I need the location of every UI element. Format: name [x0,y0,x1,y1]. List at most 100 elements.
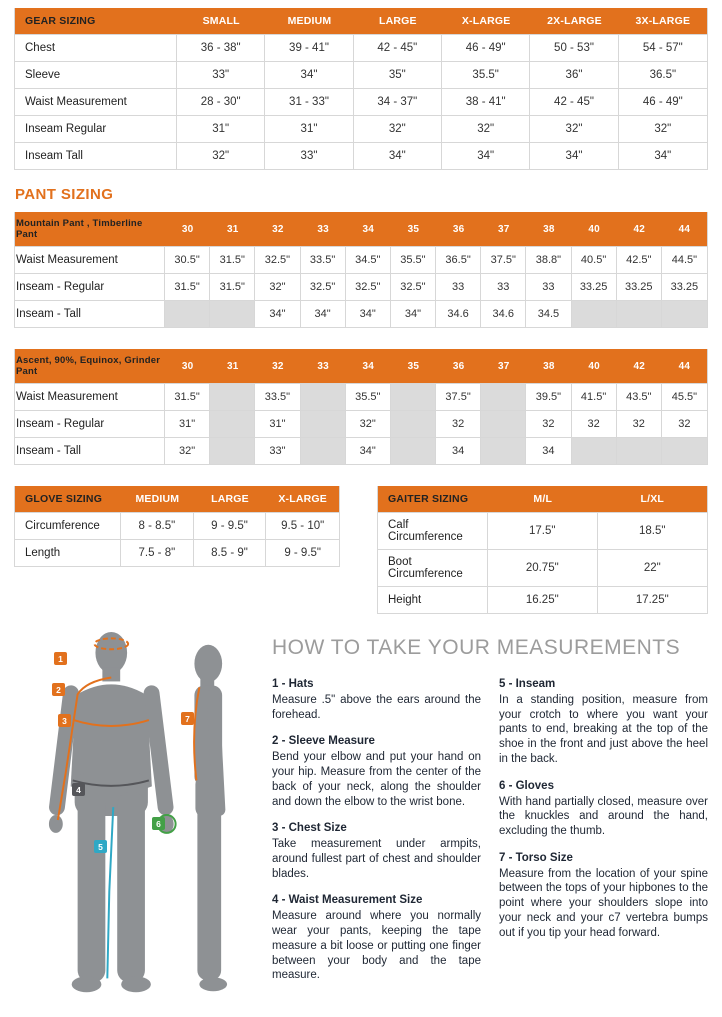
size-value: 32 [526,411,572,437]
column-header: X-LARGE [278,493,327,505]
pant-table-title: Mountain Pant , Timberline Pant [16,218,143,240]
size-value: 42 - 45" [530,89,619,115]
size-value: 34.5" [346,247,391,273]
sleeve-measure-line [56,676,112,821]
column-header: 3X-LARGE [635,15,691,27]
empty-cell [210,411,256,437]
size-value: 34 [526,438,572,464]
column-header: 31 [226,223,239,235]
column-header: 36 [452,360,465,372]
column-header: 30 [181,360,194,372]
gaiter-sizing-title: GAITER SIZING [388,493,469,505]
pant-table-header-row: Mountain Pant , Timberline Pant 30 31 32… [15,212,707,246]
measurement-item-title: 1 - Hats [272,678,314,690]
gear-sizing-title: GEAR SIZING [25,15,96,27]
row-label: Inseam Regular [15,116,177,142]
size-value: 34" [391,301,436,327]
table-row: Calf Circumference 17.5" 18.5" [378,512,707,549]
glove-sizing-header-row: GLOVE SIZING MEDIUM LARGE X-LARGE [15,486,339,512]
size-value: 32" [177,143,266,169]
size-value: 20.75" [488,550,598,586]
column-header: 38 [543,223,555,235]
column-header: 44 [678,223,691,235]
row-label: Sleeve [15,62,177,88]
measurements-column-right: 5 - Inseam In a standing position, measu… [499,678,708,996]
size-value: 31.5" [165,274,211,300]
size-value: 17.25" [635,594,669,606]
size-value: 33.5" [301,247,346,273]
size-value: 35.5" [391,247,436,273]
measurement-item-text: Take measurement under armpits, around f… [272,838,481,880]
size-value: 33" [177,62,266,88]
size-value: 38 - 41" [442,89,531,115]
size-value: 31" [177,116,266,142]
measurements-columns: 1 - Hats Measure .5" above the ears arou… [272,678,708,996]
size-value: 9.5 - 10" [281,520,325,532]
row-label: Waist Measurement [15,247,165,273]
size-value: 36.5" [436,247,482,273]
empty-cell [571,301,617,327]
ascent-equinox-grinder-pant-table: Ascent, 90%, Equinox, Grinder Pant 30 31… [14,349,708,465]
empty-cell [210,301,256,327]
table-row: Length 7.5 - 8" 8.5 - 9" 9 - 9.5" [15,539,339,566]
table-row: Inseam - Regular 31.5" 31.5" 32" 32.5" 3… [15,273,707,300]
size-value: 32" [354,116,442,142]
size-value: 32" [255,274,301,300]
column-header: 40 [588,360,600,372]
size-value: 32.5" [391,274,436,300]
size-value: 22" [643,562,661,574]
column-header: 34 [362,223,374,235]
size-value: 39 - 41" [265,35,354,61]
size-value: 35.5" [346,384,391,410]
size-value: 42 - 45" [354,35,442,61]
size-value: 46 - 49" [442,35,531,61]
empty-cell [481,411,527,437]
empty-cell [481,384,527,410]
empty-cell [616,438,662,464]
size-value: 32" [346,411,391,437]
size-value: 32 [572,411,617,437]
row-label: Height [378,587,488,613]
gear-sizing-table: GEAR SIZING SMALL MEDIUM LARGE X-LARGE 2… [14,8,708,170]
size-value: 33 [481,274,527,300]
size-value: 41.5" [572,384,617,410]
size-value: 34" [442,143,531,169]
measurement-item-text: Measure from the location of your spine … [499,867,708,939]
size-value: 42.5" [617,247,662,273]
size-value: 8 - 8.5" [121,513,194,539]
table-row: Height 16.25" 17.25" [378,586,707,613]
table-row: Inseam Regular 31" 31" 32" 32" 32" 32" [15,115,707,142]
marker-1-hats: 1 [54,652,67,665]
size-value: 34" [354,143,442,169]
column-header: 42 [633,360,645,372]
row-label: Chest [15,35,177,61]
glove-sizing-title: GLOVE SIZING [25,493,103,505]
size-value: 33" [265,143,354,169]
empty-cell [616,301,662,327]
table-row: Waist Measurement 28 - 30" 31 - 33" 34 -… [15,88,707,115]
size-value: 33.25 [670,281,699,293]
size-value: 31 - 33" [265,89,354,115]
size-value: 34" [301,301,346,327]
pant-sizing-heading: PANT SIZING [15,186,114,203]
glove-gaiter-tables: GLOVE SIZING MEDIUM LARGE X-LARGE Circum… [14,486,708,614]
table-row: Inseam - Tall 34" 34" 34" 34" 34.6 34.6 … [15,300,707,327]
row-label: Waist Measurement [15,384,165,410]
marker-4-waist: 4 [72,783,85,796]
size-value: 31.5" [210,274,256,300]
size-value: 35" [354,62,442,88]
size-value: 7.5 - 8" [121,540,194,566]
empty-cell [210,438,256,464]
size-value: 28 - 30" [177,89,266,115]
column-header: 37 [497,223,510,235]
row-label: Length [15,540,121,566]
size-value: 32.5" [255,247,301,273]
column-header: 33 [317,360,329,372]
row-label: Inseam - Tall [15,438,165,464]
size-value: 32 [678,418,691,430]
column-header: LARGE [211,493,249,505]
measurements-section: 1 2 3 4 5 6 7 HOW TO TAKE YOUR MEASUREME… [14,626,708,1014]
empty-cell [165,301,211,327]
column-header: 42 [633,223,645,235]
size-value: 36 - 38" [177,35,266,61]
